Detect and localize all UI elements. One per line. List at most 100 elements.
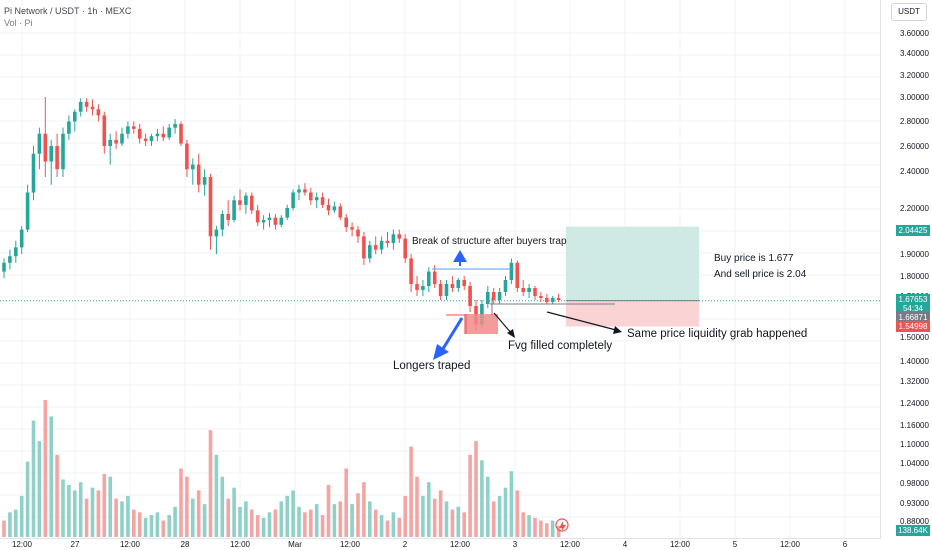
candle-body xyxy=(515,262,520,288)
candle xyxy=(291,189,295,211)
longers-arrow-shaft xyxy=(439,317,464,353)
volume-bar xyxy=(497,495,502,537)
candle xyxy=(73,109,77,132)
candle-body xyxy=(208,177,213,237)
time-tick-label: 12:00 xyxy=(450,540,471,549)
chart-grid xyxy=(0,0,880,540)
volume-bar xyxy=(96,490,101,537)
candle-body xyxy=(415,284,419,290)
candle-body xyxy=(356,229,360,237)
price-tick-label: 1.32000 xyxy=(900,377,929,386)
candle-body xyxy=(462,280,466,286)
candle xyxy=(25,184,30,232)
volume-bar xyxy=(202,504,207,537)
volume-bar xyxy=(444,501,449,537)
candle xyxy=(556,294,561,302)
candle-body xyxy=(545,298,549,302)
candle-body xyxy=(421,286,425,290)
candle-body xyxy=(379,240,384,250)
candle xyxy=(84,98,89,112)
candle xyxy=(539,292,543,302)
price-tick-label: 1.90000 xyxy=(900,250,929,259)
volume-bar xyxy=(309,509,313,537)
candle-body xyxy=(43,133,48,162)
volume-bar xyxy=(397,517,402,537)
candle xyxy=(332,201,337,213)
liquidity-arrow-icon xyxy=(613,326,622,334)
candle-body xyxy=(279,217,284,225)
candle xyxy=(67,115,71,140)
candle-body xyxy=(2,262,6,272)
volume-bar xyxy=(456,506,461,537)
candle xyxy=(96,104,101,122)
candle-body xyxy=(114,139,118,144)
volume-bar xyxy=(255,515,260,537)
volume-bar xyxy=(468,454,472,537)
candle xyxy=(8,249,12,270)
candle xyxy=(403,234,407,263)
volume-bar xyxy=(73,490,77,537)
volume-bar xyxy=(267,512,272,537)
candle xyxy=(102,111,107,154)
candle xyxy=(149,133,154,146)
time-tick-label: 12:00 xyxy=(340,540,361,549)
fvg-arrow-icon xyxy=(507,329,515,338)
price-tick-label: 3.60000 xyxy=(900,29,929,38)
volume-bar xyxy=(2,520,6,537)
candle xyxy=(173,119,177,134)
candle xyxy=(244,192,248,214)
candle-body xyxy=(19,229,24,248)
time-tick-label: 4 xyxy=(623,540,628,549)
volume-bar xyxy=(320,515,325,537)
volume-bar xyxy=(427,482,431,537)
candle xyxy=(31,146,36,201)
volume-bar xyxy=(78,482,83,537)
candle-body xyxy=(220,214,225,230)
candle xyxy=(191,158,195,185)
candle xyxy=(550,296,555,304)
volume-bar xyxy=(303,512,307,537)
candle-body xyxy=(143,138,148,142)
candle-body xyxy=(185,143,189,170)
candle xyxy=(137,123,142,144)
chart-header: Pi Network / USDT · 1h · MEXC Vol · Pi xyxy=(4,5,131,29)
candle xyxy=(338,203,343,220)
currency-button[interactable]: USDT xyxy=(891,3,927,21)
candle xyxy=(527,284,531,298)
candle-body xyxy=(409,258,413,284)
volume-bar xyxy=(550,520,555,537)
volume-bar xyxy=(214,454,219,537)
chart-drawings xyxy=(432,250,622,532)
candle-body xyxy=(303,189,307,193)
candle xyxy=(415,276,419,296)
candle xyxy=(409,254,413,292)
candle-body xyxy=(444,284,449,296)
volume-bar xyxy=(173,506,177,537)
volume-bar xyxy=(533,517,537,537)
annotation-liquidity: Same price liquidity grab happened xyxy=(627,328,808,340)
volume-bar xyxy=(273,509,278,537)
candle xyxy=(391,229,396,250)
volume-bar xyxy=(503,487,508,537)
candle-body xyxy=(37,133,42,154)
candle-body xyxy=(84,101,89,107)
candle-body xyxy=(539,296,543,298)
candle-body xyxy=(167,127,171,138)
candle xyxy=(208,173,213,250)
candle-body xyxy=(344,217,348,228)
volume-bar xyxy=(132,509,136,537)
candle-body xyxy=(202,177,207,185)
candle xyxy=(509,258,514,284)
countdown-tag: 54:34 xyxy=(896,303,930,314)
candle xyxy=(491,288,496,304)
candle xyxy=(356,226,360,243)
candle-body xyxy=(432,271,437,284)
volume-bar xyxy=(279,501,284,537)
candle-body xyxy=(78,101,83,112)
candle xyxy=(326,198,331,216)
candle-body xyxy=(55,146,59,170)
time-tick-label: 27 xyxy=(71,540,80,549)
candle-body xyxy=(108,139,112,146)
candle xyxy=(503,276,508,296)
